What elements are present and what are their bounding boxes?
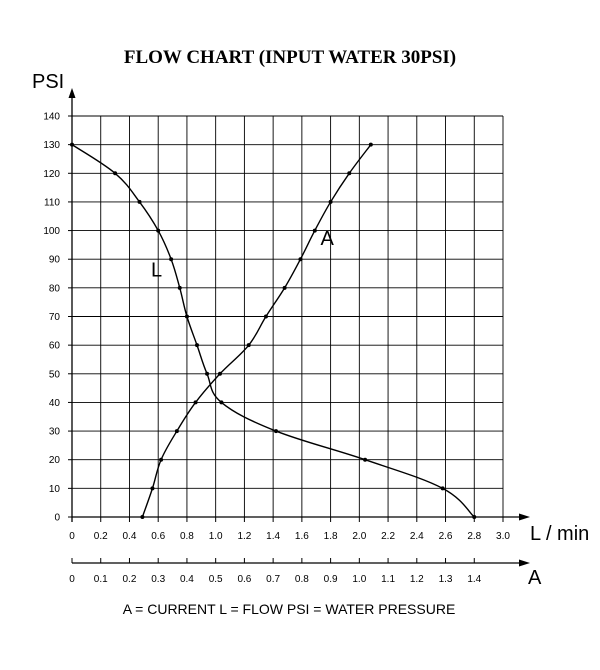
data-point-A	[193, 400, 198, 405]
series: LA	[70, 142, 477, 519]
y-tick-label-50: 50	[49, 369, 61, 380]
data-point-A	[140, 515, 145, 519]
data-point-A	[246, 343, 251, 348]
data-point-A	[159, 457, 164, 462]
x2-tick-label-1.4: 1.4	[467, 574, 481, 585]
x-tick-label-0.4: 0.4	[123, 531, 137, 542]
data-point-L	[205, 371, 210, 376]
series-label-L: L	[151, 259, 162, 281]
grid	[71, 115, 504, 518]
y-tick-label-80: 80	[49, 283, 61, 294]
x-tick-label-0.6: 0.6	[151, 531, 165, 542]
x-axis-label-flow: L / min	[530, 523, 589, 545]
x2-tick-label-1.2: 1.2	[410, 574, 424, 585]
y-tick-label-100: 100	[43, 226, 60, 237]
y-tick-label-140: 140	[43, 112, 60, 123]
data-point-L	[219, 400, 224, 405]
x2-tick-label-0.6: 0.6	[237, 574, 251, 585]
data-point-L	[113, 171, 118, 176]
x2-axis-arrow	[519, 559, 530, 567]
data-point-L	[194, 343, 199, 348]
data-point-A	[282, 285, 287, 290]
y-tick-label-0: 0	[54, 513, 60, 524]
data-point-A	[217, 371, 222, 376]
x2-tick-label-0.5: 0.5	[209, 574, 223, 585]
y-axis-arrow	[68, 88, 76, 98]
x2-tick-label-0.2: 0.2	[123, 574, 137, 585]
y-tick-label-30: 30	[49, 427, 61, 438]
x-tick-label-2.6: 2.6	[439, 531, 453, 542]
y-tick-label-40: 40	[49, 398, 61, 409]
data-point-L	[70, 142, 74, 147]
x-tick-label-1.0: 1.0	[209, 531, 223, 542]
data-point-L	[440, 486, 445, 491]
series-label-A: A	[321, 228, 335, 250]
data-point-A	[328, 199, 333, 204]
y-tick-label-120: 120	[43, 169, 60, 180]
x2-tick-label-0.3: 0.3	[151, 574, 165, 585]
data-point-L	[137, 199, 142, 204]
x-axis-label-current: A	[528, 567, 542, 589]
data-point-L	[184, 314, 189, 319]
x2-tick-label-1.3: 1.3	[439, 574, 453, 585]
legend-text: A = CURRENT L = FLOW PSI = WATER PRESSUR…	[123, 601, 456, 617]
tick-labels: 0 10 20 30 40 50 60 70 80 90 100 110 120 130 140 0 0.2 0.…	[43, 112, 510, 586]
y-tick-label-90: 90	[49, 255, 61, 266]
x2-tick-label-1.0: 1.0	[352, 574, 366, 585]
y-tick-label-10: 10	[49, 484, 61, 495]
data-point-A	[150, 486, 155, 491]
data-point-L	[169, 257, 174, 262]
x-tick-label-0: 0	[69, 531, 75, 542]
x-tick-label-1.4: 1.4	[266, 531, 280, 542]
x-tick-label-1.2: 1.2	[237, 531, 251, 542]
data-point-L	[156, 228, 161, 233]
x-tick-label-2.2: 2.2	[381, 531, 395, 542]
x2-tick-label-0: 0	[69, 574, 75, 585]
x-tick-label-2.8: 2.8	[467, 531, 481, 542]
data-point-A	[347, 171, 352, 176]
x-tick-label-1.6: 1.6	[295, 531, 309, 542]
data-point-A	[298, 257, 303, 262]
x2-tick-label-0.8: 0.8	[295, 574, 309, 585]
data-point-L	[472, 515, 477, 519]
data-point-A	[263, 314, 268, 319]
data-point-L	[363, 457, 368, 462]
x-tick-label-0.2: 0.2	[94, 531, 108, 542]
x2-tick-label-0.1: 0.1	[94, 574, 108, 585]
data-point-A	[312, 228, 317, 233]
x-axis-arrow	[519, 513, 530, 521]
x-tick-label-0.8: 0.8	[180, 531, 194, 542]
x2-tick-label-1.1: 1.1	[381, 574, 395, 585]
x2-tick-label-0.4: 0.4	[180, 574, 194, 585]
y-tick-label-60: 60	[49, 341, 61, 352]
x-tick-label-1.8: 1.8	[324, 531, 338, 542]
axes	[68, 88, 530, 567]
data-point-L	[274, 429, 279, 434]
data-point-L	[177, 285, 182, 290]
y-axis-label: PSI	[32, 71, 64, 93]
y-tick-label-130: 130	[43, 140, 60, 151]
data-point-A	[368, 142, 373, 147]
data-point-A	[174, 429, 179, 434]
chart-title: FLOW CHART (INPUT WATER 30PSI)	[124, 47, 456, 68]
y-tick-label-110: 110	[44, 197, 60, 208]
x-tick-label-3.0: 3.0	[496, 531, 510, 542]
x-tick-label-2.0: 2.0	[352, 531, 366, 542]
x2-tick-label-0.7: 0.7	[266, 574, 280, 585]
x2-tick-label-0.9: 0.9	[324, 574, 338, 585]
series-line-A	[141, 144, 372, 518]
y-tick-label-20: 20	[49, 455, 61, 466]
x-tick-label-2.4: 2.4	[410, 531, 424, 542]
y-tick-label-70: 70	[49, 312, 61, 323]
